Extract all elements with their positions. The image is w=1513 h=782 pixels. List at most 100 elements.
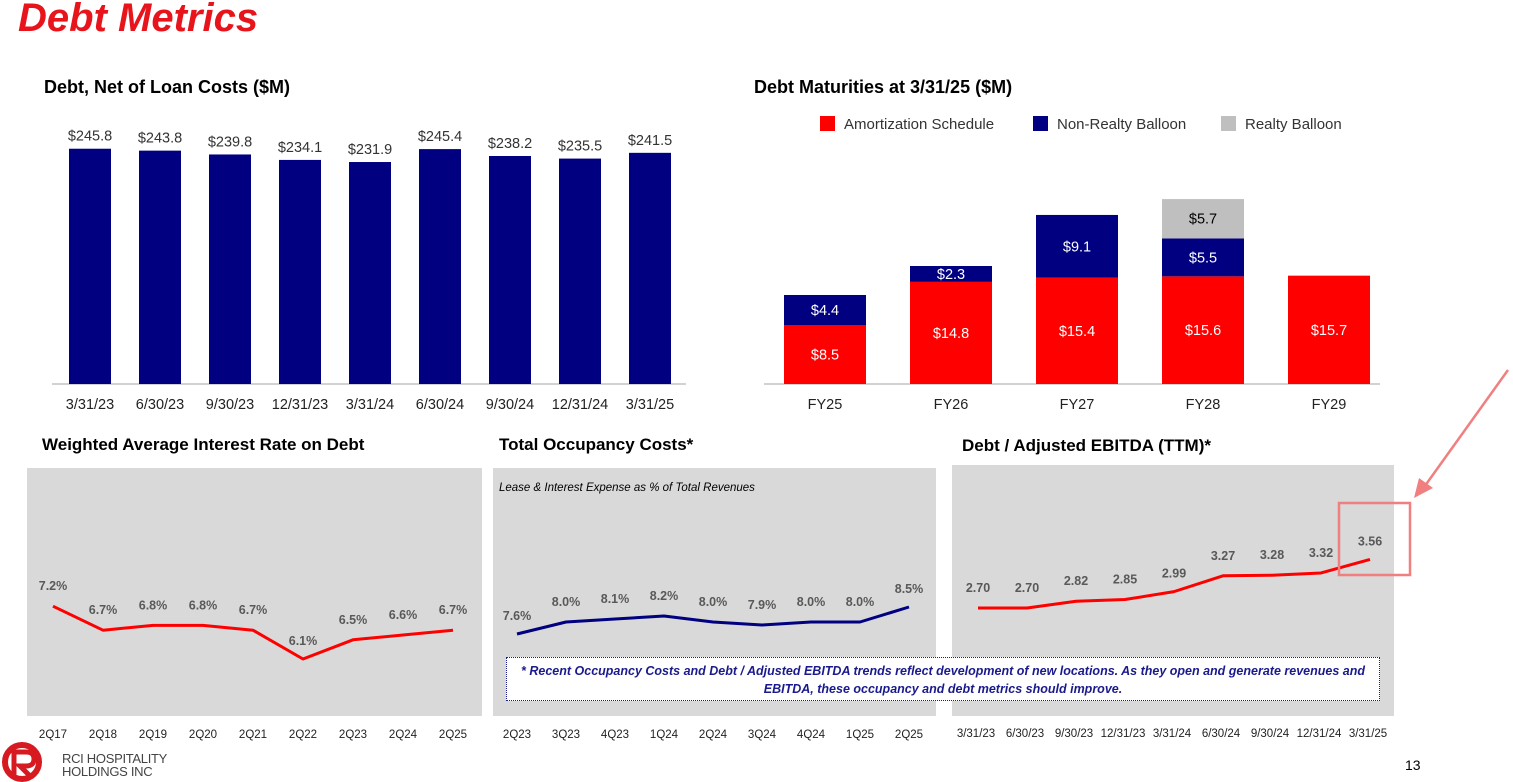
x-tick-label: 3/31/24 xyxy=(1153,728,1192,740)
bar-segment xyxy=(910,281,992,384)
interest-rate-chart: 7.2% 2Q17 6.7% 2Q18 6.8% 2Q19 6.8% 2Q20 6.7% 2Q21… xyxy=(39,579,468,741)
data-label: $14.8 xyxy=(933,326,969,342)
data-label: 8.2% xyxy=(650,589,679,603)
logo-line-1: RCI HOSPITALITY xyxy=(62,751,168,766)
series-line xyxy=(52,604,454,661)
data-label: $231.9 xyxy=(348,142,392,158)
data-label: 8.5% xyxy=(895,582,924,596)
data-label: $234.1 xyxy=(278,140,322,156)
interest-rate-panel xyxy=(27,468,482,716)
x-tick-label: 6/30/24 xyxy=(416,397,464,413)
bar xyxy=(629,152,671,384)
data-label: 8.0% xyxy=(552,595,581,609)
x-tick-label: 12/31/24 xyxy=(552,397,608,413)
data-label: $15.4 xyxy=(1059,324,1095,340)
data-label: 3.32 xyxy=(1309,546,1333,560)
page-number: 13 xyxy=(1405,757,1421,773)
debt-ebitda-chart-title: Debt / Adjusted EBITDA (TTM)* xyxy=(962,436,1211,455)
x-tick-label: 3/31/25 xyxy=(1349,728,1387,740)
x-tick-label: 4Q24 xyxy=(797,729,826,741)
data-label: 2.85 xyxy=(1113,573,1137,587)
x-tick-label: 3/31/25 xyxy=(626,397,674,413)
data-label: $239.8 xyxy=(208,134,252,150)
data-label: 6.7% xyxy=(239,603,268,617)
data-label: 2.99 xyxy=(1162,567,1186,581)
x-tick-label: 2Q21 xyxy=(239,729,267,741)
x-tick-label: FY27 xyxy=(1060,397,1095,413)
data-label: 2.70 xyxy=(1015,581,1039,595)
x-tick-label: 2Q24 xyxy=(389,729,418,741)
data-label: $9.1 xyxy=(1063,239,1091,255)
bar-segment xyxy=(1162,276,1244,384)
bar xyxy=(419,149,461,384)
x-tick-label: FY25 xyxy=(808,397,843,413)
debt-net-chart: $245.8 3/31/23 $243.8 6/30/23 $239.8 9/30/23 $… xyxy=(52,129,686,413)
x-tick-label: 12/31/23 xyxy=(272,397,328,413)
x-tick-label: 2Q25 xyxy=(439,729,467,741)
data-label: $15.7 xyxy=(1311,323,1347,339)
occupancy-chart-title: Total Occupancy Costs* xyxy=(499,435,694,454)
legend-label: Realty Balloon xyxy=(1245,116,1342,133)
data-label: 8.0% xyxy=(699,595,728,609)
highlight-box xyxy=(1337,501,1412,577)
x-tick-label: 12/31/23 xyxy=(1101,728,1146,740)
bar xyxy=(69,148,111,384)
bar-segment xyxy=(910,266,992,282)
legend-swatch xyxy=(1033,116,1048,131)
debt-maturities-chart-title: Debt Maturities at 3/31/25 ($M) xyxy=(754,77,1013,97)
x-tick-label: 2Q23 xyxy=(503,729,531,741)
data-label: 6.1% xyxy=(289,634,318,648)
occupancy-chart-subtitle: Lease & Interest Expense as % of Total R… xyxy=(499,482,755,494)
x-tick-label: FY29 xyxy=(1312,397,1347,413)
highlight-arrow-head xyxy=(1414,478,1433,498)
x-tick-label: 3Q23 xyxy=(552,729,580,741)
legend-label: Amortization Schedule xyxy=(844,116,994,133)
x-tick-label: 2Q19 xyxy=(139,729,167,741)
data-label: 7.6% xyxy=(503,609,532,623)
series-line xyxy=(516,605,910,636)
x-tick-label: 2Q20 xyxy=(189,729,217,741)
x-tick-label: 2Q18 xyxy=(89,729,117,741)
x-tick-label: 6/30/24 xyxy=(1202,728,1241,740)
bar-segment xyxy=(1036,214,1118,278)
bar xyxy=(559,158,601,384)
data-label: 3.27 xyxy=(1211,549,1235,563)
interest-rate-chart-title: Weighted Average Interest Rate on Debt xyxy=(42,435,365,454)
bar xyxy=(489,155,531,384)
x-tick-label: 2Q23 xyxy=(339,729,367,741)
highlight-arrow-line xyxy=(1420,369,1510,491)
x-tick-label: 12/31/24 xyxy=(1297,728,1342,740)
company-logo-text: RCI HOSPITALITY HOLDINGS INC xyxy=(62,752,167,778)
x-tick-label: 9/30/24 xyxy=(486,397,534,413)
bar xyxy=(139,150,181,384)
logo-line-2: HOLDINGS INC xyxy=(62,764,153,779)
data-label: 2.70 xyxy=(966,581,990,595)
x-tick-label: 3/31/23 xyxy=(957,728,995,740)
data-label: $245.8 xyxy=(68,129,112,145)
data-label: 8.0% xyxy=(797,595,826,609)
company-logo-icon xyxy=(2,742,42,782)
x-tick-label: 1Q25 xyxy=(846,729,874,741)
data-label: $235.5 xyxy=(558,139,602,155)
data-label: 3.56 xyxy=(1358,534,1382,548)
data-label: 6.8% xyxy=(139,598,168,612)
x-tick-label: 2Q22 xyxy=(289,729,317,741)
data-label: $238.2 xyxy=(488,136,532,152)
bar-segment xyxy=(784,325,866,384)
highlight-annotation xyxy=(1337,369,1510,577)
data-label: $243.8 xyxy=(138,131,182,147)
data-label: $4.4 xyxy=(811,303,839,319)
bar xyxy=(279,159,321,384)
x-tick-label: 6/30/23 xyxy=(1006,728,1044,740)
data-label: $5.7 xyxy=(1189,212,1217,228)
data-label: 8.1% xyxy=(601,592,630,606)
legend-swatch xyxy=(820,116,835,131)
x-tick-label: FY26 xyxy=(934,397,969,413)
bar-segment xyxy=(1288,275,1370,384)
debt-maturities-chart: Amortization Schedule Non-Realty Balloon R… xyxy=(764,116,1380,413)
data-label: 7.9% xyxy=(748,598,777,612)
x-tick-label: 3/31/24 xyxy=(346,397,394,413)
data-label: 7.2% xyxy=(39,579,68,593)
x-tick-label: 2Q17 xyxy=(39,729,67,741)
x-tick-label: 1Q24 xyxy=(650,729,679,741)
